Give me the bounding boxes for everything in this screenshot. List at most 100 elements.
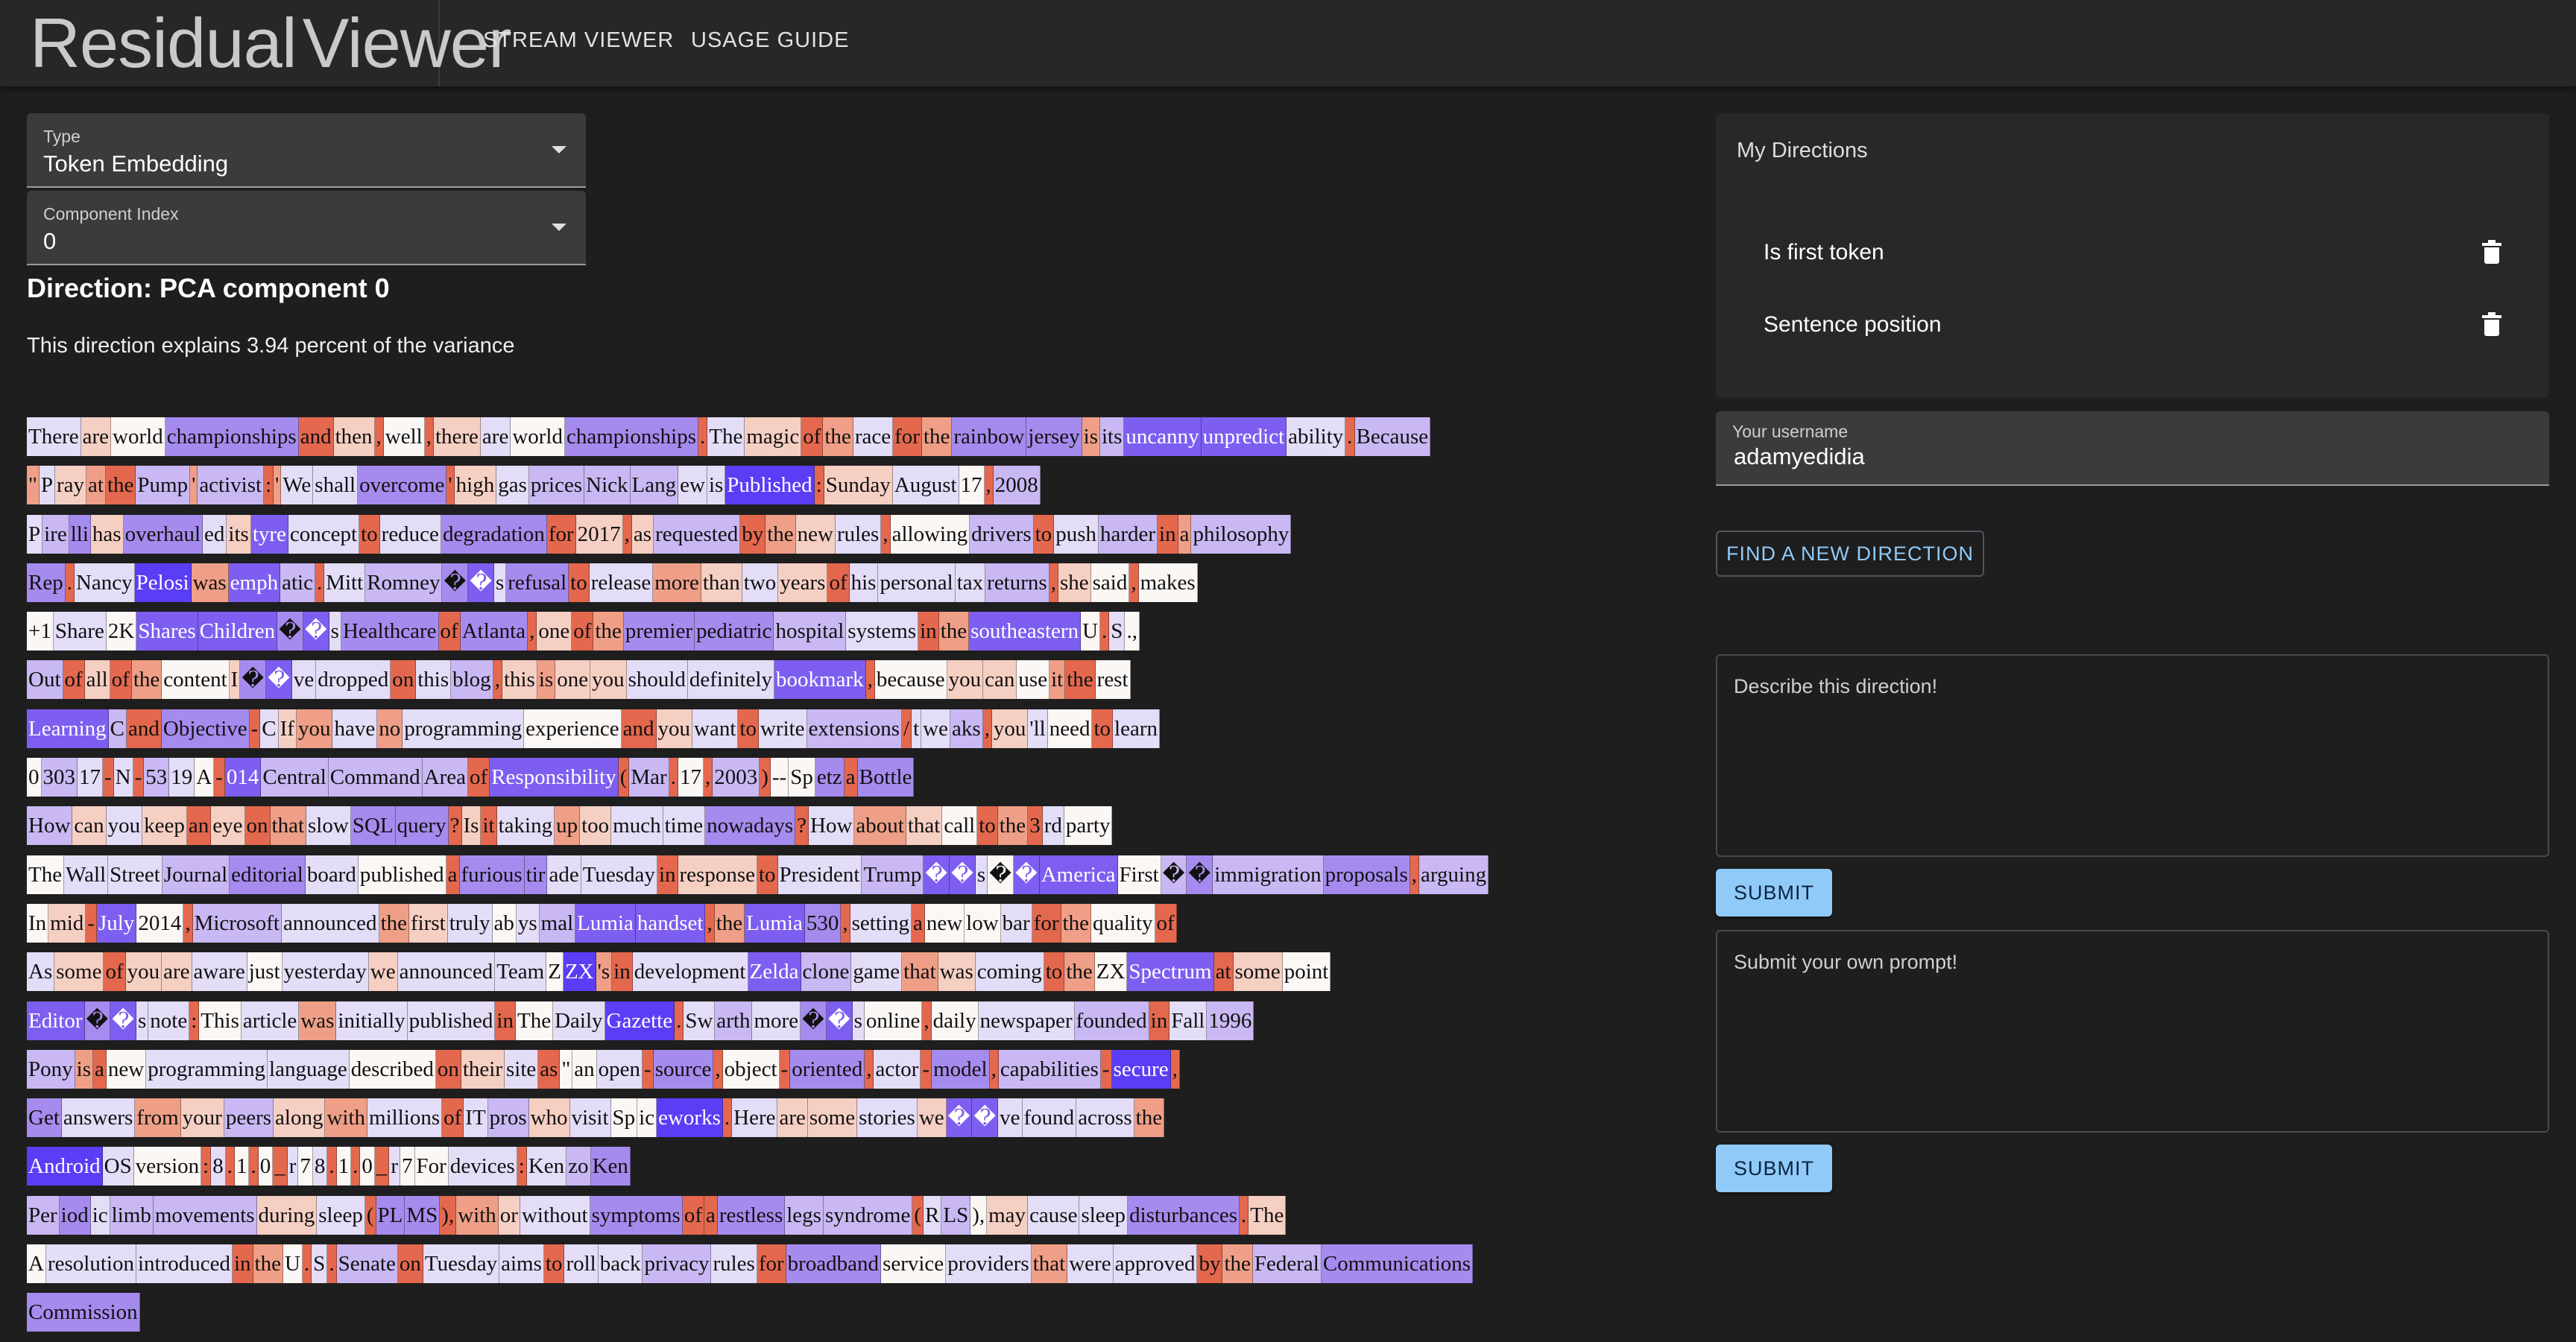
token[interactable]: it — [481, 806, 497, 846]
token[interactable]: s — [975, 855, 988, 894]
token[interactable]: , — [703, 758, 713, 797]
token[interactable]: its — [227, 514, 251, 554]
token[interactable]: First — [1117, 855, 1161, 894]
token[interactable]: hospital — [774, 612, 847, 651]
token[interactable]: . — [225, 1147, 235, 1186]
token[interactable]: one — [537, 612, 572, 651]
token[interactable]: mal — [539, 903, 576, 943]
token[interactable]: iod — [59, 1195, 91, 1235]
token[interactable]: on — [391, 660, 417, 700]
token[interactable]: arguing — [1419, 855, 1489, 894]
token[interactable]: As — [27, 952, 55, 992]
token[interactable]: . — [302, 1244, 312, 1284]
token[interactable]: object — [722, 1049, 780, 1089]
token[interactable]: slow — [306, 806, 351, 846]
token[interactable]: limb — [110, 1195, 154, 1235]
token[interactable]: Wall — [64, 855, 109, 894]
token[interactable]: that — [1031, 1244, 1068, 1284]
token[interactable]: millions — [367, 1098, 443, 1138]
token[interactable]: you — [947, 660, 984, 700]
token[interactable]: for — [1032, 903, 1061, 943]
token[interactable]: , — [713, 1049, 723, 1089]
token[interactable]: " — [27, 466, 40, 505]
token[interactable]: can — [983, 660, 1017, 700]
describe-direction-textarea[interactable] — [1716, 654, 2549, 857]
token[interactable]: an — [572, 1049, 597, 1089]
token[interactable]: editorial — [230, 855, 306, 894]
token[interactable]: � — [84, 1001, 111, 1040]
token[interactable]: The — [707, 417, 745, 456]
token[interactable]: response — [678, 855, 757, 894]
token[interactable]: Gazette — [604, 1001, 675, 1040]
token[interactable]: game — [851, 952, 903, 992]
token[interactable]: about — [854, 806, 906, 846]
token[interactable]: low — [965, 903, 1001, 943]
token[interactable]: etz — [815, 758, 845, 797]
token[interactable]: - — [103, 758, 114, 797]
token[interactable]: - — [643, 1049, 654, 1089]
token[interactable]: � — [1187, 855, 1213, 894]
token[interactable]: Shares — [136, 612, 198, 651]
token[interactable]: 2014 — [136, 903, 184, 943]
token[interactable]: blog — [451, 660, 493, 700]
token[interactable]: , — [1129, 563, 1139, 602]
token[interactable]: ' — [446, 466, 455, 505]
token[interactable]: of — [63, 660, 85, 700]
token[interactable]: ? — [448, 806, 462, 846]
token[interactable]: version — [133, 1147, 202, 1186]
token[interactable]: s — [493, 563, 507, 602]
token[interactable]: the — [1064, 952, 1095, 992]
token[interactable]: � — [110, 1001, 136, 1040]
token[interactable]: can — [72, 806, 107, 846]
token[interactable]: � — [826, 1001, 853, 1040]
token[interactable]: Pony — [27, 1049, 75, 1089]
token[interactable]: refusal — [506, 563, 569, 602]
token[interactable]: to — [359, 514, 380, 554]
token[interactable]: 2008 — [993, 466, 1041, 505]
token[interactable]: and — [621, 709, 657, 748]
token[interactable]: use — [1017, 660, 1050, 700]
token[interactable]: : — [814, 466, 824, 505]
token[interactable]: at — [1213, 952, 1234, 992]
nav-stream-viewer[interactable]: STREAM VIEWER — [483, 28, 675, 52]
token[interactable]: to — [757, 855, 778, 894]
token[interactable]: has — [90, 514, 124, 554]
token[interactable]: tyre — [250, 514, 288, 554]
token[interactable]: Because — [1354, 417, 1431, 456]
token[interactable]: disturbances — [1128, 1195, 1240, 1235]
token[interactable]: activist — [198, 466, 265, 505]
token[interactable]: . — [669, 758, 678, 797]
token[interactable]: � — [972, 1098, 999, 1138]
token[interactable]: no — [377, 709, 403, 748]
token[interactable]: are — [777, 1098, 808, 1138]
token[interactable]: new — [795, 514, 836, 554]
token[interactable]: you — [106, 806, 143, 846]
token[interactable]: the — [1222, 1244, 1253, 1284]
token[interactable]: learn — [1113, 709, 1160, 748]
token[interactable]: Zelda — [748, 952, 801, 992]
token[interactable]: � — [266, 660, 292, 700]
token[interactable]: an — [186, 806, 212, 846]
nav-usage-guide[interactable]: USAGE GUIDE — [691, 28, 850, 52]
token[interactable]: Ken — [526, 1147, 567, 1186]
token[interactable]: ( — [912, 1195, 924, 1235]
token[interactable]: Ken — [590, 1147, 631, 1186]
token[interactable]: � — [277, 612, 303, 651]
token[interactable]: , — [989, 1049, 999, 1089]
token[interactable]: point — [1282, 952, 1331, 992]
token[interactable]: 17 — [678, 758, 704, 797]
token[interactable]: LS — [941, 1195, 971, 1235]
token[interactable]: was — [938, 952, 976, 992]
token[interactable]: For — [414, 1147, 449, 1186]
token[interactable]: you — [296, 709, 333, 748]
token[interactable]: one — [555, 660, 591, 700]
token[interactable]: symptoms — [590, 1195, 683, 1235]
token[interactable]: makes — [1138, 563, 1198, 602]
token[interactable]: devices — [448, 1147, 517, 1186]
token[interactable]: peers — [224, 1098, 274, 1138]
token[interactable]: Mitt — [324, 563, 366, 602]
token[interactable]: � — [988, 855, 1014, 894]
token[interactable]: are — [480, 417, 511, 456]
token[interactable]: is — [1082, 417, 1100, 456]
token[interactable]: answers — [61, 1098, 136, 1138]
